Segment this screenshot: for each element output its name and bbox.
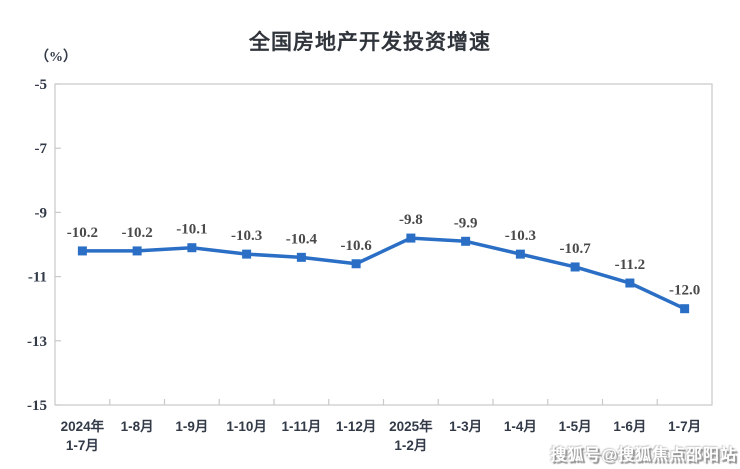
y-tick-label: -5 — [35, 77, 48, 93]
y-tick-label: -7 — [35, 141, 48, 157]
data-point-marker — [296, 252, 306, 262]
data-point-marker — [77, 246, 87, 256]
data-point-marker — [461, 236, 471, 246]
y-tick-label: -15 — [27, 398, 47, 414]
data-point-marker — [187, 243, 197, 253]
data-point-marker — [406, 233, 416, 243]
data-point-label: -10.6 — [341, 238, 373, 254]
x-axis-label: 2024年 1-7月 — [61, 418, 105, 453]
data-point-label: -11.2 — [615, 257, 645, 273]
data-point-label: -9.8 — [399, 212, 423, 228]
plot-border — [54, 83, 713, 406]
x-axis-label: 1-12月 — [336, 419, 377, 434]
data-point-label: -9.9 — [454, 215, 478, 231]
x-axis-label: 1-6月 — [613, 419, 646, 434]
x-axis-label: 1-3月 — [449, 419, 482, 434]
data-point-marker — [515, 249, 525, 259]
x-axis-label: 1-8月 — [121, 419, 154, 434]
data-point-marker — [351, 259, 361, 269]
watermark: 搜狐号@搜狐焦点邵阳站 — [550, 447, 737, 464]
x-axis-label: 2025年 1-2月 — [389, 418, 433, 453]
data-point-label: -10.3 — [231, 228, 262, 244]
data-point-label: -12.0 — [669, 283, 700, 299]
y-tick-label: -11 — [28, 270, 47, 286]
x-axis-label: 1-11月 — [281, 419, 321, 434]
y-axis-unit-label: （%） — [35, 50, 77, 65]
data-point-marker — [242, 249, 252, 259]
x-axis-label: 1-10月 — [226, 419, 267, 434]
y-tick-label: -9 — [35, 205, 48, 221]
data-point-label: -10.1 — [176, 222, 207, 238]
data-line — [80, 236, 687, 311]
y-tick-label: -13 — [27, 334, 47, 350]
x-axis-label: 1-9月 — [175, 419, 208, 434]
x-axis-label: 1-7月 — [668, 419, 701, 434]
data-point-marker — [625, 278, 635, 288]
x-axis-label: 1-5月 — [559, 419, 592, 434]
data-point-marker — [680, 304, 690, 314]
data-point-label: -10.3 — [505, 228, 536, 244]
data-point-label: -10.2 — [122, 225, 153, 241]
data-point-label: -10.7 — [560, 241, 592, 257]
x-axis-label: 1-4月 — [504, 419, 537, 434]
data-point-label: -10.4 — [286, 231, 318, 247]
chart-title: 全国房地产开发投资增速 — [249, 31, 491, 54]
data-point-label: -10.2 — [67, 225, 98, 241]
data-point-marker — [132, 246, 142, 256]
data-point-marker — [570, 262, 580, 272]
